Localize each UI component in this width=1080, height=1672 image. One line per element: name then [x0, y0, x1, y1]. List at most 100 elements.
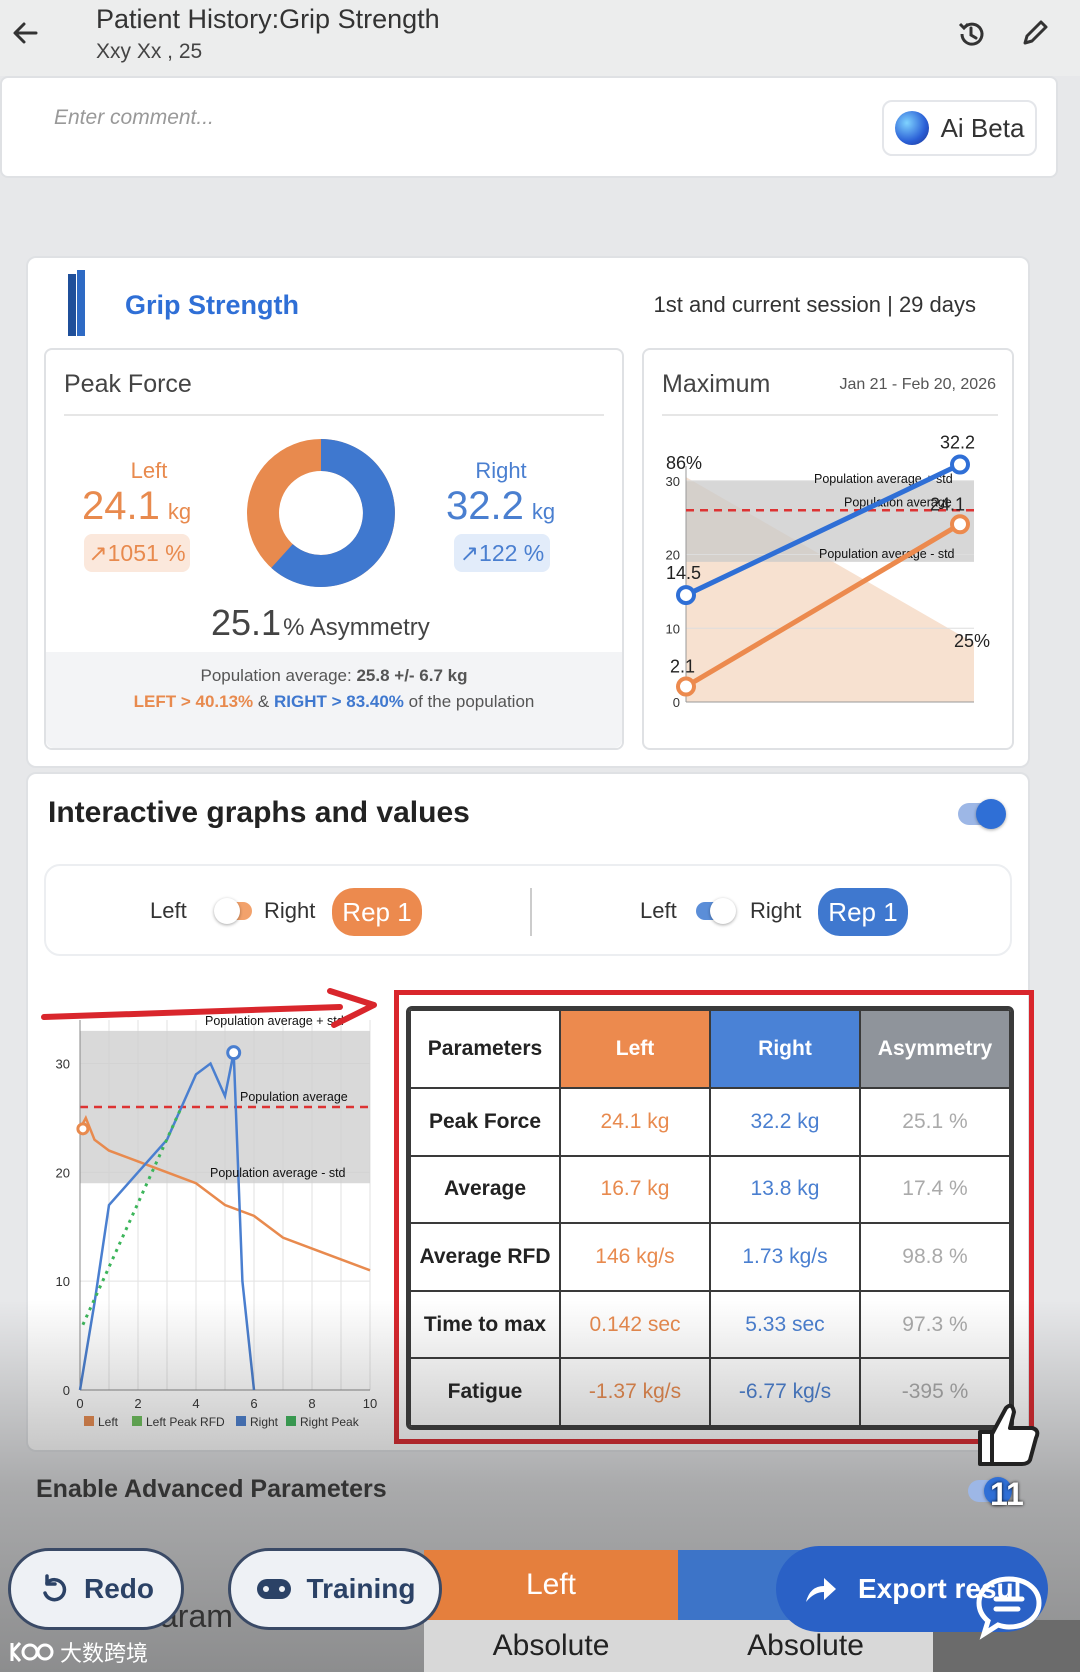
- y-tick-label: 20: [666, 548, 680, 563]
- like-count: 11: [990, 1476, 1024, 1512]
- asymmetry-label: % Asymmetry: [283, 614, 430, 641]
- left-peak-number: 24.1: [82, 484, 160, 528]
- annotation-arrow-icon: [41, 988, 377, 1028]
- right-series-line: [684, 462, 962, 598]
- legend-swatch: [132, 1416, 142, 1426]
- right-peak-value: 32.2 kg: [446, 484, 555, 529]
- left-point: [950, 514, 970, 535]
- legend-swatch: [236, 1416, 246, 1426]
- band-upper-label: Population average + std: [205, 1014, 344, 1028]
- left-series-line: [684, 522, 962, 689]
- advanced-toggle[interactable]: [968, 1477, 1012, 1505]
- app-header: Patient History:Grip Strength Xxy Xx , 2…: [0, 0, 1080, 76]
- y-tick-label: 30: [56, 1057, 70, 1072]
- ai-orb-icon: [894, 111, 929, 145]
- redo-button[interactable]: Redo: [8, 1548, 184, 1630]
- right-force-line: [78, 1052, 256, 1391]
- x-tick-label: 8: [308, 1396, 315, 1411]
- left-start-label: 2.1: [670, 657, 695, 677]
- y-tick-label: 10: [666, 621, 680, 636]
- table-row: Fatigue-1.37 kg/s-6.77 kg/s-395 %: [409, 1357, 1011, 1427]
- parameter-name-cell: Average RFD: [409, 1222, 561, 1292]
- redo-icon: [43, 1574, 67, 1602]
- divider: [662, 414, 998, 416]
- back-arrow-icon[interactable]: [10, 18, 40, 48]
- separator: [530, 888, 532, 936]
- rep-1-left-button[interactable]: Rep 1: [332, 888, 422, 936]
- comment-box[interactable]: Enter comment... Ai Beta: [0, 76, 1058, 178]
- right-peak-number: 32.2: [446, 484, 524, 528]
- population-footer: Population average: 25.8 +/- 6.7 kg LEFT…: [46, 652, 622, 748]
- grip-title: Grip Strength: [125, 290, 299, 320]
- comment-placeholder[interactable]: Enter comment...: [54, 106, 214, 129]
- right-point: [676, 585, 696, 606]
- amp: &: [257, 692, 270, 711]
- redo-label: Redo: [84, 1573, 154, 1604]
- divider: [64, 414, 604, 416]
- parameter-value-cell: 97.3 %: [859, 1289, 1011, 1360]
- grip-bar-icon: [68, 270, 85, 336]
- parameter-value-cell: 32.2 kg: [709, 1087, 861, 1157]
- table-row: Average 16.7 kg 13.8 kg 17.4 %: [409, 1154, 1011, 1225]
- toggle-knob: [710, 898, 736, 924]
- legend-label: Right Peak: [300, 1415, 360, 1429]
- left-label-1: Left: [150, 898, 187, 923]
- parameter-value-cell: 25.1 %: [859, 1087, 1011, 1157]
- band-lower-label: Population average - std: [819, 547, 955, 561]
- left-right-toggle-1[interactable]: [214, 898, 252, 924]
- export-results-button[interactable]: Export resul: [776, 1546, 1048, 1632]
- x-tick-label: 6: [250, 1396, 257, 1411]
- right-label-1: Right: [264, 898, 316, 923]
- header-parameters: Parameters: [409, 1009, 561, 1089]
- maximum-dates: Jan 21 - Feb 20, 2026: [839, 376, 996, 393]
- right-end-label: 32.2: [940, 433, 975, 453]
- watermark-logo-icon: [10, 1642, 54, 1662]
- y-tick-label: 10: [56, 1274, 70, 1289]
- advanced-title: Enable Advanced Parameters: [36, 1475, 387, 1503]
- training-label: Training: [306, 1573, 416, 1604]
- parameter-name-cell: Time to max: [409, 1289, 561, 1360]
- force-time-chart: 30 20 10 00 2 4 6 8 10 Population average + std Po…: [56, 1014, 378, 1429]
- rep-1-right-button[interactable]: Rep 1: [818, 888, 908, 936]
- grip-strength-card: Grip Strength 1st and current session | …: [26, 256, 1030, 768]
- left-peak-value: 24.1 kg: [82, 484, 191, 529]
- left-peak-unit: kg: [167, 499, 192, 524]
- interactive-toggle[interactable]: [958, 799, 1006, 829]
- bottom-left-tab: Left: [424, 1550, 678, 1620]
- highlight-box: [394, 990, 1034, 1444]
- parameters-table: Parameters Left Right Asymmetry Peak For…: [406, 1006, 1014, 1430]
- left-right-toggle-2[interactable]: [696, 898, 736, 924]
- right-point: [950, 454, 970, 475]
- history-icon[interactable]: [955, 18, 987, 50]
- right-percentile: RIGHT > 83.40%: [273, 692, 404, 711]
- right-change-badge: ↗122 %: [454, 534, 550, 572]
- ai-beta-button[interactable]: Ai Beta: [882, 100, 1037, 156]
- x-tick-label: 2: [134, 1396, 141, 1411]
- gamepad-icon: [256, 1579, 291, 1599]
- edit-pencil-icon[interactable]: [1020, 18, 1050, 48]
- parameter-name-cell: Peak Force: [409, 1087, 561, 1157]
- absolute-left-cell: Absolute: [424, 1620, 678, 1672]
- legend-label: Right: [250, 1415, 279, 1429]
- left-end-label: 24.1: [930, 494, 965, 514]
- watermark-text: 大数跨境: [60, 1642, 149, 1667]
- parameter-value-cell: -6.77 kg/s: [709, 1357, 861, 1427]
- band-lower-label: Population average - std: [210, 1166, 346, 1180]
- chat-bubble-icon[interactable]: [974, 1574, 1044, 1640]
- share-arrow-icon: [806, 1578, 836, 1602]
- header-asymmetry: Asymmetry: [859, 1009, 1011, 1089]
- right-label-2: Right: [750, 898, 802, 923]
- asymmetry-value: 25.1 % Asymmetry: [211, 602, 430, 644]
- legend-swatch: [84, 1416, 94, 1426]
- right-peak-unit: kg: [531, 499, 556, 524]
- y-tick-label: 0: [63, 1383, 70, 1398]
- of-population: of the population: [408, 692, 535, 711]
- population-percentile-line: LEFT > 40.13% & RIGHT > 83.40% of the po…: [46, 692, 622, 712]
- rep-selector-bar: Left Right Rep 1 Left Right Rep 1: [44, 864, 1012, 956]
- table-row: Peak Force 24.1 kg 32.2 kg 25.1 %: [409, 1087, 1011, 1157]
- population-average-line: Population average: 25.8 +/- 6.7 kg: [46, 666, 622, 686]
- thumbs-up-icon[interactable]: [972, 1398, 1044, 1470]
- training-button[interactable]: Training: [228, 1548, 442, 1630]
- interactive-title: Interactive graphs and values: [48, 796, 470, 829]
- right-peak-point: [226, 1045, 242, 1061]
